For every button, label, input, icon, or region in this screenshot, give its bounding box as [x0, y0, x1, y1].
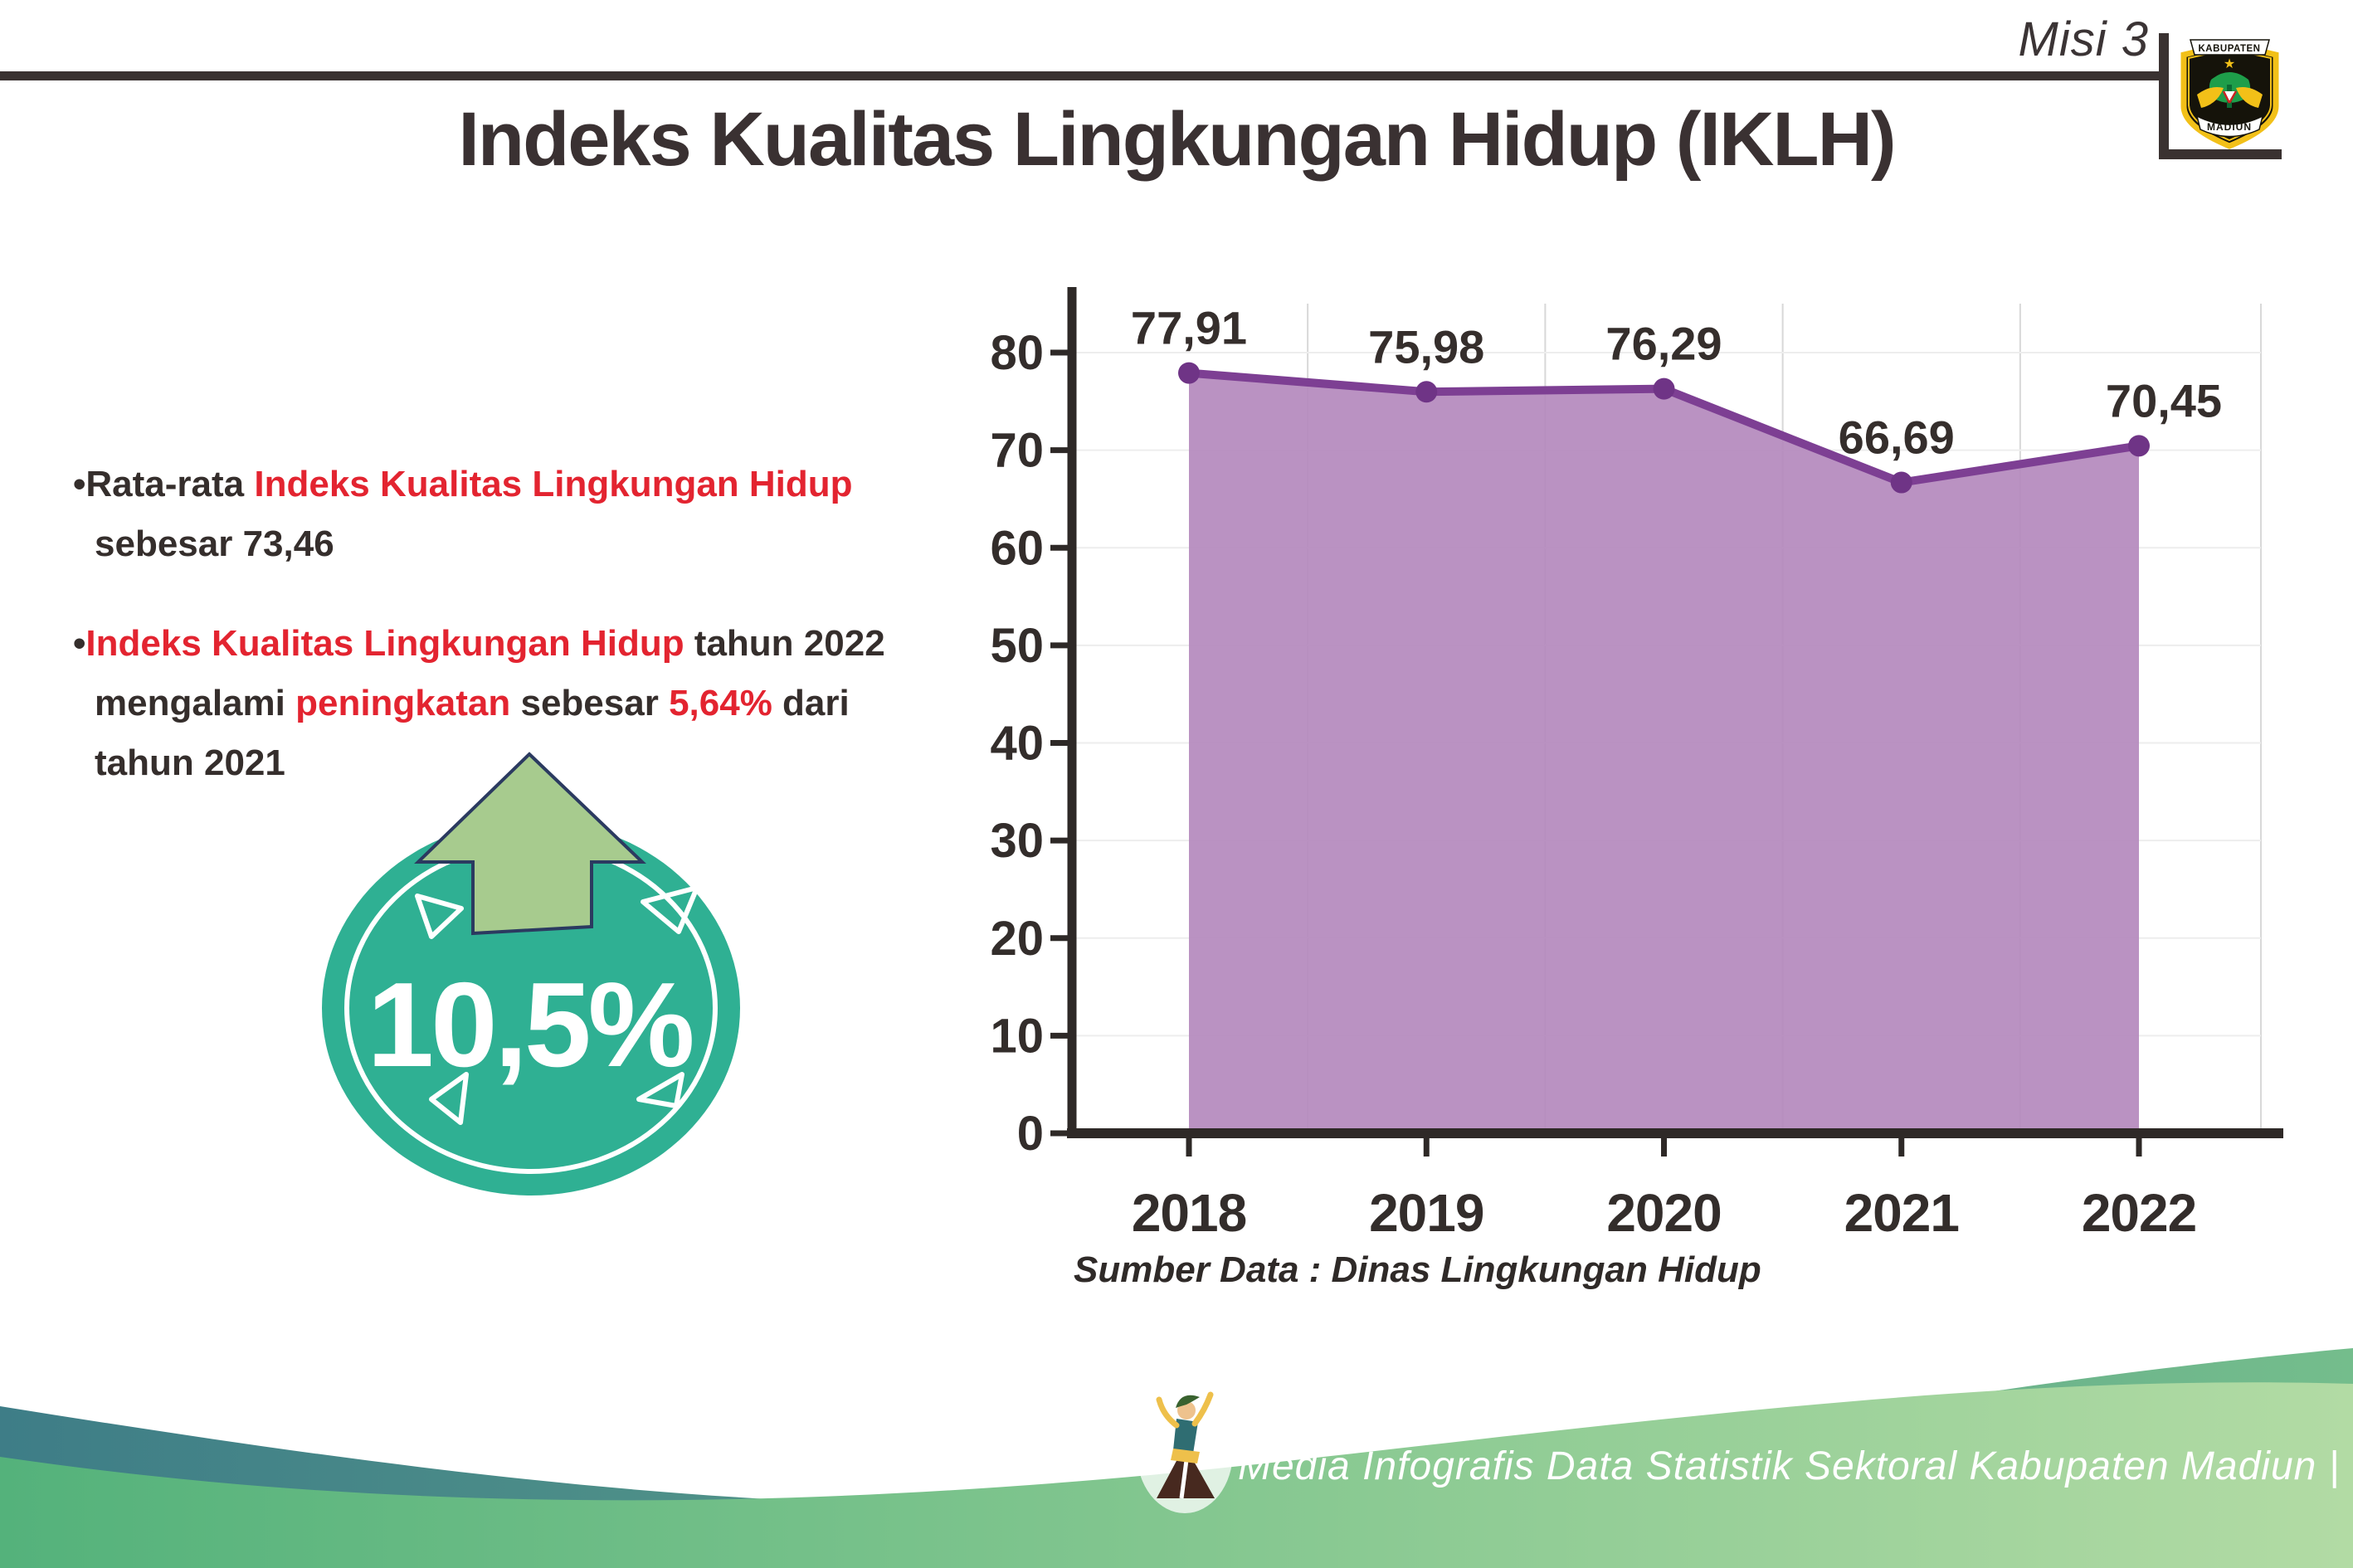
bullet-text: tahun 2022 — [684, 623, 885, 664]
mascot-icon — [1137, 1390, 1233, 1513]
x-tick-label: 2021 — [1844, 1183, 1959, 1243]
y-tick-label: 20 — [990, 912, 1044, 966]
bullet-text: •Rata-rata — [73, 464, 255, 504]
kabupaten-madiun-logo-icon: ★ KABUPATEN MADIUN — [2180, 39, 2279, 149]
bullet-average-iklh: •Rata-rata Indeks Kualitas Lingkungan Hi… — [73, 455, 969, 574]
data-label: 70,45 — [2106, 374, 2222, 426]
bullet-text: sebesar 73,46 — [95, 523, 334, 564]
logo-banner-top — [2190, 39, 2270, 56]
mission-label: Misi 3 — [2018, 12, 2149, 66]
data-label: 76,29 — [1605, 318, 1722, 370]
logo-text-top: KABUPATEN — [2199, 44, 2261, 54]
chart-area — [1189, 373, 2139, 1133]
badge-circle — [322, 821, 740, 1195]
bullet-text-highlight: peningkatan — [295, 683, 511, 723]
data-label: 77,91 — [1131, 302, 1247, 354]
data-source-caption: Sumber Data : Dinas Lingkungan Hidup — [1074, 1249, 1761, 1290]
y-tick-label: 50 — [990, 619, 1044, 673]
logo-frame-vertical — [2159, 33, 2169, 159]
footer-credit: Media Infografis Data Statistik Sektoral… — [1238, 1444, 2341, 1488]
y-tick-label: 60 — [990, 521, 1044, 575]
bullet-text: tahun 2021 — [95, 743, 285, 783]
y-tick-label: 30 — [990, 814, 1044, 868]
x-tick-label: 2020 — [1606, 1183, 1721, 1243]
x-tick-label: 2019 — [1369, 1183, 1483, 1243]
x-tick-label: 2022 — [2082, 1183, 2196, 1243]
data-point — [1178, 362, 1200, 384]
badge-sparkle-triangles — [415, 885, 699, 1125]
logo-wing-left-icon — [2197, 87, 2224, 108]
badge-value: 10,5% — [367, 957, 692, 1092]
bullet-text-highlight: Indeks Kualitas Lingkungan Hidup — [254, 464, 853, 504]
logo-banner-bottom — [2195, 114, 2264, 138]
y-tick-label: 70 — [990, 424, 1044, 478]
logo-text-bottom: MADIUN — [2207, 121, 2252, 133]
y-tick-label: 40 — [990, 717, 1044, 771]
data-point — [2128, 435, 2150, 457]
y-tick-label: 10 — [990, 1009, 1044, 1063]
y-tick-label: 0 — [1017, 1107, 1044, 1161]
bullet-text-highlight: Indeks Kualitas Lingkungan Hidup — [85, 623, 684, 664]
bullet-text: • — [73, 623, 86, 664]
bullet-text-highlight: 5,64% — [669, 683, 772, 723]
bullet-text: mengalami — [95, 683, 296, 723]
data-point — [1653, 377, 1675, 400]
footer-waves — [0, 1348, 2353, 1568]
summary-bullets: •Rata-rata Indeks Kualitas Lingkungan Hi… — [73, 455, 969, 833]
bullet-text: sebesar — [510, 683, 670, 723]
page-title: Indeks Kualitas Lingkungan Hidup (IKLH) — [458, 97, 1896, 182]
logo-frame-horizontal — [2159, 149, 2282, 159]
bullet-increase-2022: •Indeks Kualitas Lingkungan Hidup tahun … — [73, 614, 969, 793]
y-tick-label: 80 — [990, 326, 1044, 380]
bullet-text: dari — [772, 683, 850, 723]
x-tick-label: 2018 — [1132, 1183, 1246, 1243]
data-label: 66,69 — [1839, 411, 1955, 464]
header-rule — [0, 71, 2161, 80]
data-point — [1415, 381, 1438, 403]
iklh-area-chart: 77,91 75,98 76,29 66,69 70,45 0 10 20 30 40 50 60 70… — [990, 287, 2283, 1243]
logo-star-icon: ★ — [2224, 57, 2235, 71]
increase-badge: 10,5% — [322, 752, 740, 1195]
up-arrow-icon — [414, 752, 646, 936]
data-label: 75,98 — [1368, 320, 1484, 373]
data-point — [1890, 471, 1912, 494]
logo-wing-right-icon — [2236, 87, 2263, 108]
